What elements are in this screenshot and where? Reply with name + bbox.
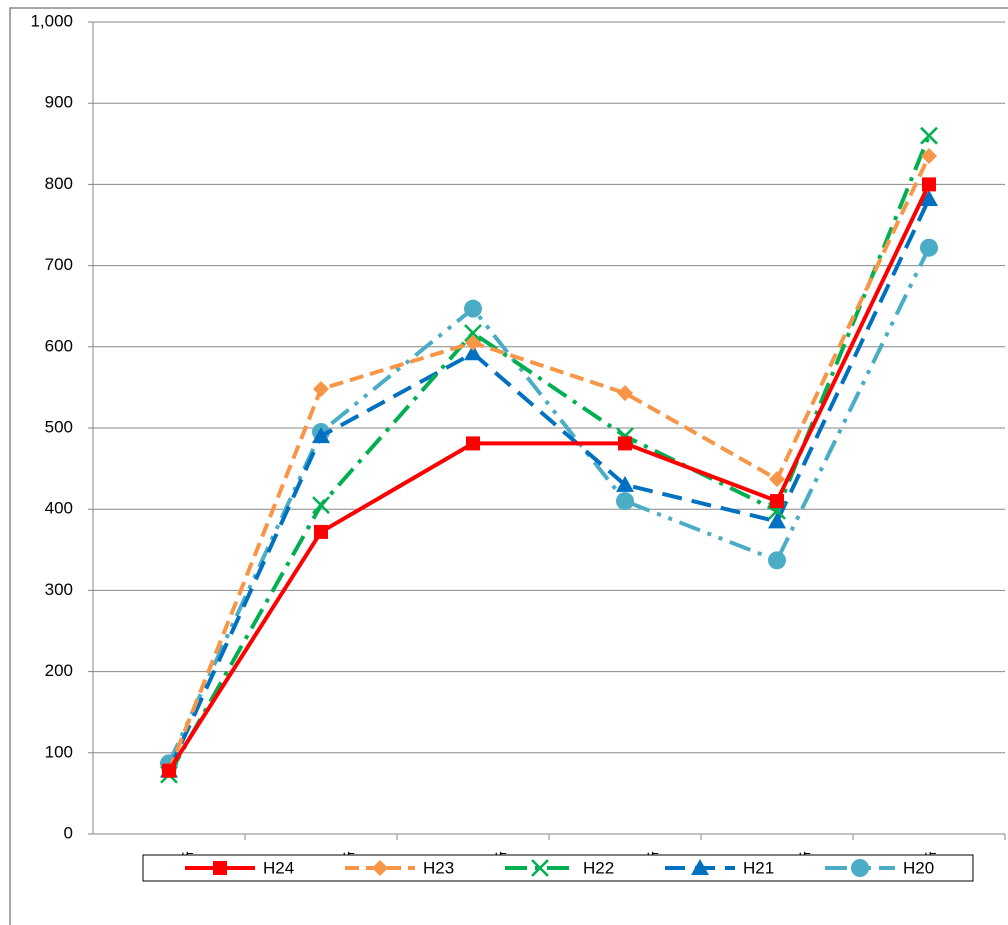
data-point — [465, 334, 481, 351]
data-point — [162, 763, 176, 778]
series — [162, 177, 936, 778]
y-tick-label: 900 — [45, 93, 73, 112]
data-point — [313, 381, 329, 398]
y-tick-label: 200 — [45, 661, 73, 680]
data-point — [312, 496, 330, 515]
data-point — [464, 344, 482, 361]
y-tick-label: 400 — [45, 499, 73, 518]
y-tick-label: 500 — [45, 417, 73, 436]
series-line — [167, 155, 931, 772]
y-tick-label: 700 — [45, 255, 73, 274]
y-tick-label: 0 — [64, 823, 73, 842]
legend-label: H23 — [423, 858, 454, 877]
series-line — [167, 183, 931, 772]
data-point — [768, 551, 786, 570]
y-tick-label: 600 — [45, 336, 73, 355]
legend-marker — [531, 859, 549, 877]
data-point — [921, 147, 937, 164]
legend-marker — [851, 859, 869, 877]
legend-label: H22 — [583, 858, 614, 877]
y-tick-label: 800 — [45, 174, 73, 193]
data-point — [312, 427, 330, 444]
legend-label: H21 — [743, 858, 774, 877]
data-point — [920, 126, 938, 145]
data-point — [616, 492, 634, 511]
data-point — [466, 436, 480, 451]
data-point — [920, 238, 938, 257]
legend-label: H24 — [263, 858, 294, 877]
legend-label: H20 — [903, 858, 934, 877]
data-point — [770, 494, 784, 509]
y-tick-label: 300 — [45, 580, 73, 599]
data-point — [922, 177, 936, 192]
legend-marker — [213, 861, 227, 875]
legend-marker — [691, 859, 709, 875]
data-point — [769, 471, 785, 488]
series-line — [167, 134, 931, 776]
series-line — [167, 198, 931, 772]
data-point — [314, 524, 328, 539]
data-point — [616, 475, 634, 492]
data-point — [768, 512, 786, 529]
data-point — [617, 385, 633, 402]
data-point — [920, 190, 938, 207]
data-point — [464, 299, 482, 318]
legend-marker — [372, 860, 388, 876]
data-point — [618, 436, 632, 451]
y-tick-label: 1,000 — [30, 11, 73, 30]
y-tick-label: 100 — [45, 742, 73, 761]
chart-frame — [9, 7, 1008, 925]
data-point — [464, 324, 482, 342]
